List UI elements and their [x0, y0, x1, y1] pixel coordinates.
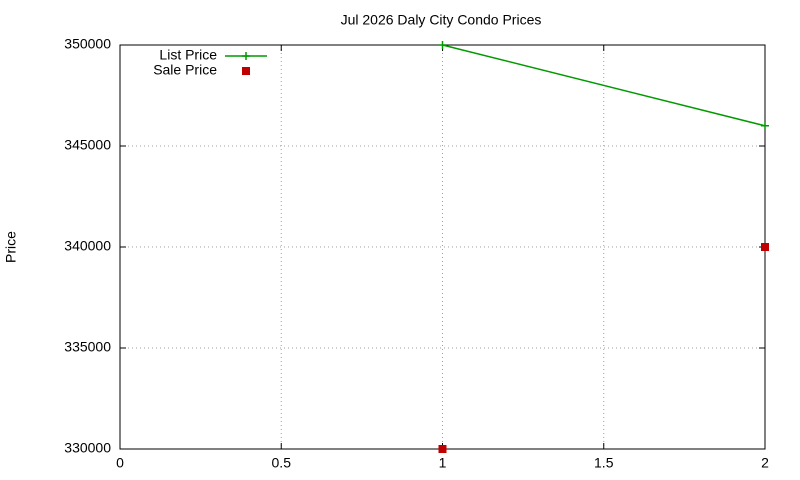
chart-title: Jul 2026 Daly City Condo Prices: [341, 12, 542, 28]
x-tick-label: 1.5: [594, 455, 614, 471]
y-tick-label: 345000: [64, 137, 111, 153]
y-tick-label: 330000: [64, 440, 111, 456]
series-line: [442, 44, 766, 127]
legend-label: List Price: [159, 47, 217, 63]
data-point: [761, 121, 769, 130]
legend-marker: [242, 67, 250, 75]
data-point: [438, 41, 447, 49]
y-tick-label: 340000: [64, 238, 111, 254]
x-tick-label: 0: [116, 455, 124, 471]
legend-label: Sale Price: [153, 62, 217, 78]
data-point: [761, 243, 769, 251]
x-tick-label: 2: [761, 455, 769, 471]
legend-marker: [242, 52, 250, 60]
x-tick-label: 0.5: [272, 455, 292, 471]
y-tick-label: 350000: [64, 36, 111, 52]
y-tick-label: 335000: [64, 339, 111, 355]
x-tick-label: 1: [439, 455, 447, 471]
y-axis-label: Price: [3, 231, 19, 263]
data-point: [438, 445, 447, 453]
